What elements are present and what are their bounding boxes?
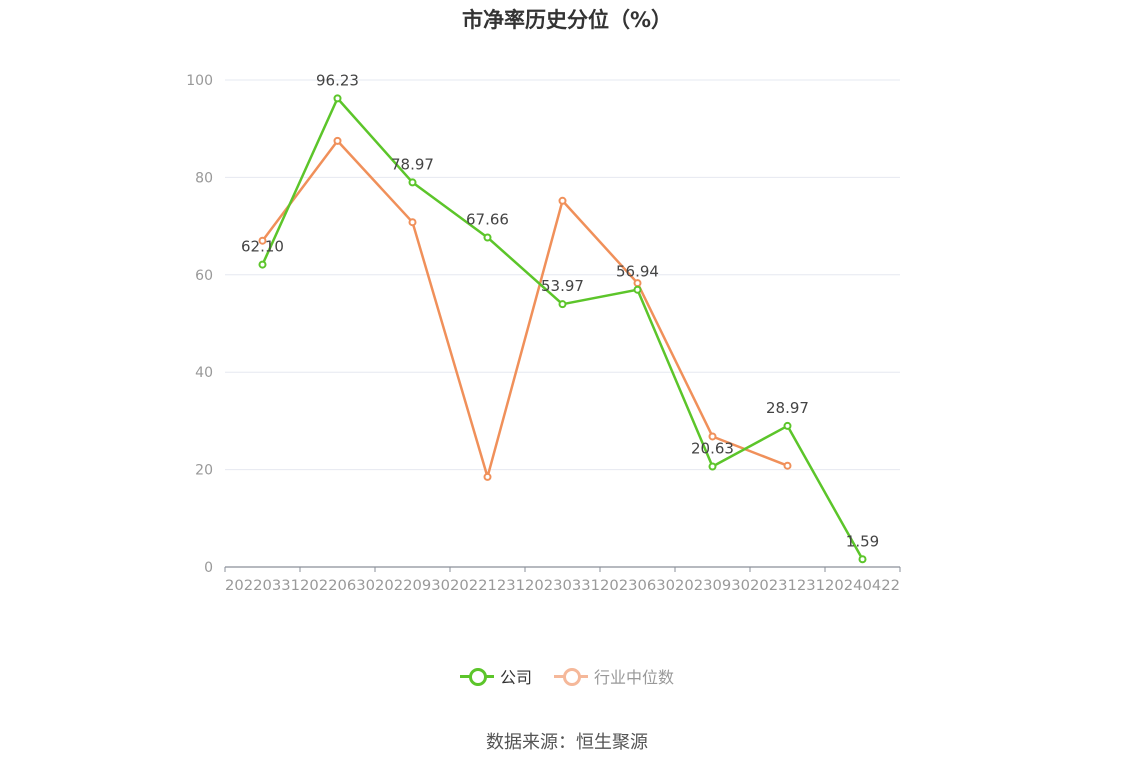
data-point-0 [408,178,417,187]
data-point-1 [483,472,492,481]
data-point-0 [258,260,267,269]
data-point-0 [558,300,567,309]
legend-item-company[interactable]: 公司 [459,664,532,688]
data-point-0 [483,233,492,242]
data-label: 1.59 [846,532,879,550]
y-tick-label: 80 [195,170,213,186]
x-tick-label: 20240422 [825,578,900,594]
data-point-0 [783,421,792,430]
data-label: 67.66 [466,210,509,228]
data-point-0 [858,555,867,564]
x-tick-label: 20220630 [300,578,375,594]
chart-title: 市净率历史分位（%） [461,8,673,32]
data-point-1 [708,432,717,441]
x-tick-label: 20220930 [375,578,450,594]
data-labels: 62.10 96.23 78.97 67.66 53.97 56.94 20.63 28.97… [241,71,879,550]
data-label: 53.97 [541,277,584,295]
data-label: 78.97 [391,155,434,173]
data-source: 数据来源：恒生聚源 [486,732,648,753]
y-axis-ticks: 0 20 40 60 80 100 [186,73,213,576]
data-label: 96.23 [316,71,359,89]
legend: 公司 行业中位数 [0,664,1134,688]
y-tick-label: 60 [195,268,213,284]
data-point-0 [633,285,642,294]
data-label: 56.94 [616,263,659,281]
legend-swatch-company [459,666,494,686]
data-point-1 [258,236,267,245]
legend-item-industry-median[interactable]: 行业中位数 [554,664,674,688]
data-point-1 [633,279,642,288]
data-label: 20.63 [691,440,734,458]
y-tick-label: 20 [195,463,213,479]
x-tick-label: 20230331 [525,578,600,594]
y-tick-label: 40 [195,365,213,381]
y-tick-label: 0 [204,560,213,576]
data-label: 62.10 [241,238,284,256]
data-label: 28.97 [766,399,809,417]
series-lines [258,94,867,564]
data-point-1 [408,218,417,227]
x-tick-label: 20230630 [600,578,675,594]
data-point-0 [333,94,342,103]
x-tick-label: 20221231 [450,578,525,594]
series-line-1 [261,139,788,479]
x-tick-label: 20230930 [675,578,750,594]
x-tick-label: 20231231 [750,578,825,594]
y-tick-label: 100 [186,73,213,89]
legend-label-company: 公司 [499,668,532,687]
x-tick-label: 20220331 [225,578,300,594]
data-point-1 [558,196,567,205]
x-axis: 20220331 20220630 20220930 20221231 20230331… [224,566,901,594]
legend-swatch-industry-median [554,666,588,686]
data-point-1 [333,136,342,145]
data-point-0 [708,462,717,471]
series-line-0 [261,97,864,560]
legend-label-industry-median: 行业中位数 [594,668,675,687]
data-point-1 [783,461,792,470]
